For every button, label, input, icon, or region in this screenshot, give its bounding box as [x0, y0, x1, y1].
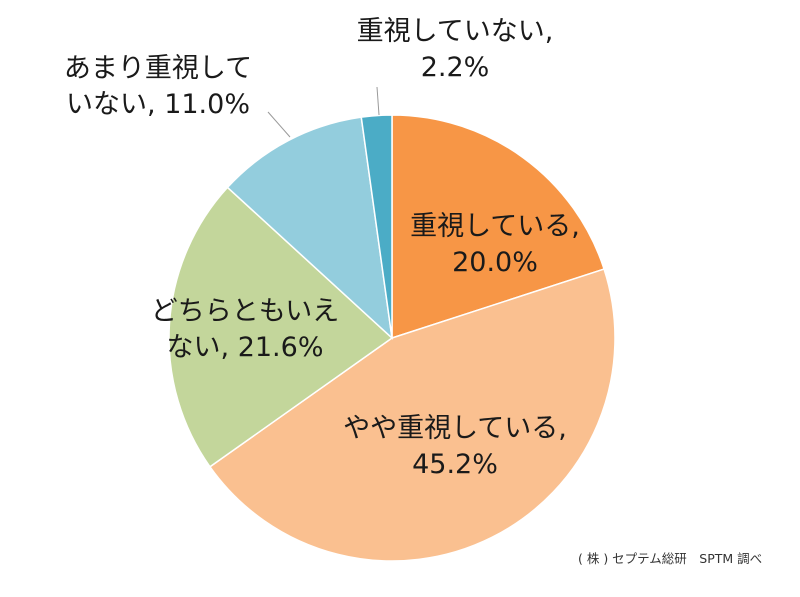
- slice-data-label-line: やや重視している,: [343, 413, 567, 444]
- leader-line: [376, 86, 380, 116]
- slice-data-label: どちらともいえない, 21.6%: [151, 296, 339, 363]
- slice-data-label-line: いない, 11.0%: [66, 89, 250, 120]
- slice-data-label-line: ない, 21.6%: [167, 332, 324, 363]
- slice-data-label-line: 2.2%: [421, 52, 490, 83]
- pie-slice: [208, 268, 616, 562]
- slice-data-label: やや重視している, 45.2%: [343, 413, 567, 480]
- pie-slice: [360, 114, 393, 339]
- slice-data-label-line: あまり重視して: [64, 53, 252, 84]
- slice-data-label: 重視している, 20.0%: [410, 211, 580, 278]
- slice-data-label-line: 重視している,: [410, 211, 580, 242]
- pie-slice: [391, 114, 606, 340]
- slice-data-label-line: どちらともいえ: [151, 296, 339, 327]
- pie-slice: [168, 186, 394, 468]
- slice-data-label: あまり重視していない, 11.0%: [64, 53, 252, 120]
- source-note: ( 株 ) セプテム総研 SPTM 調べ: [578, 551, 763, 566]
- slice-data-label-line: 重視していない,: [357, 16, 554, 47]
- slice-data-label: 重視していない, 2.2%: [357, 16, 554, 83]
- pie-slice: [226, 116, 394, 340]
- slice-data-label-line: 20.0%: [452, 247, 538, 278]
- slice-data-label-line: 45.2%: [412, 449, 498, 480]
- leader-line: [267, 111, 291, 138]
